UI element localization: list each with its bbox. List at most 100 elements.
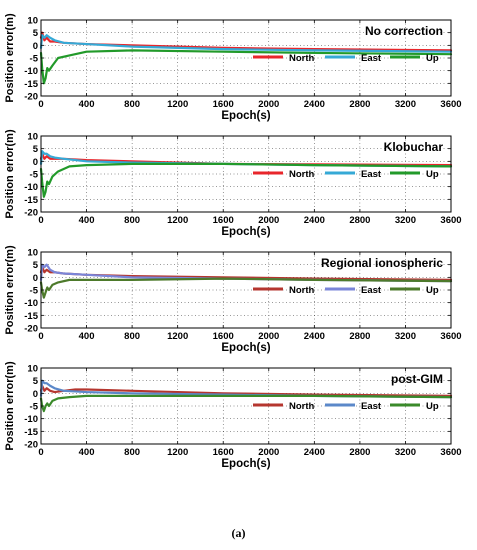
legend-label-north: North [289,169,315,180]
y-tick-label: 5 [33,28,39,39]
x-tick-label: 3600 [440,331,461,342]
y-axis-label: Position error(m) [4,361,16,451]
x-tick-label: 1600 [213,331,234,342]
panel-title: Klobuchar [384,140,444,154]
y-tick-label: -10 [24,66,38,77]
x-tick-label: 2400 [304,99,325,110]
legend-label-north: North [289,53,315,64]
x-tick-label: 3600 [440,99,461,110]
y-tick-label: -15 [24,311,38,322]
x-tick-label: 800 [124,99,140,110]
plot-frame [40,367,452,445]
y-tick-label: -20 [24,440,38,451]
y-tick-label: 10 [27,248,38,259]
legend-label-east: East [361,401,382,412]
legend: North East Up [253,285,439,296]
x-axis-label: Epoch(s) [221,342,270,354]
x-tick-label: 1600 [213,215,234,226]
x-tick-label: 2800 [349,215,370,226]
y-tick-label: 0 [33,157,38,168]
series-line-up [39,277,453,299]
x-tick-label: 1200 [167,215,188,226]
legend: North East Up [253,169,439,180]
x-axis-label: Epoch(s) [221,110,270,122]
legend-label-up: Up [426,401,439,412]
x-tick-label: 800 [124,331,140,342]
x-tick-label: 2000 [258,447,279,458]
y-tick-label: -5 [30,402,39,413]
y-tick-label: -20 [24,208,38,219]
legend: North East Up [253,401,439,412]
x-tick-label: 0 [38,331,43,342]
x-tick-label: 3600 [440,215,461,226]
legend-label-east: East [361,169,382,180]
x-tick-label: 2400 [304,331,325,342]
figure-caption: (a) [231,526,246,540]
legend-label-north: North [289,285,315,296]
series-line-up [39,162,453,198]
legend-label-north: North [289,401,315,412]
legend: North East Up [253,53,439,64]
x-tick-label: 400 [79,215,95,226]
y-tick-label: 10 [27,364,38,375]
legend-label-up: Up [426,169,439,180]
x-tick-label: 1200 [167,99,188,110]
x-tick-label: 1200 [167,331,188,342]
series-line-up [39,394,453,413]
x-tick-label: 3200 [395,447,416,458]
y-tick-label: -10 [24,298,38,309]
y-tick-label: 0 [33,389,38,400]
y-axis-label: Position error(m) [4,13,16,103]
y-tick-label: 5 [33,260,39,271]
x-tick-label: 3600 [440,447,461,458]
y-tick-label: -5 [30,286,39,297]
x-tick-label: 3200 [395,99,416,110]
x-tick-label: 800 [124,447,140,458]
x-tick-label: 1600 [213,99,234,110]
series-line-up [39,49,453,85]
x-tick-label: 0 [38,447,43,458]
x-tick-label: 2800 [349,331,370,342]
x-tick-label: 2800 [349,99,370,110]
x-tick-label: 2400 [304,447,325,458]
y-tick-label: -20 [24,324,38,335]
series-line-east [39,34,453,53]
y-tick-label: 5 [33,144,39,155]
x-tick-label: 1600 [213,447,234,458]
y-tick-label: -5 [30,54,39,65]
x-axis-label: Epoch(s) [221,458,270,470]
legend-label-east: East [361,53,382,64]
x-axis-label: Epoch(s) [221,226,270,238]
y-tick-label: 5 [33,376,39,387]
x-tick-label: 0 [38,215,43,226]
x-tick-label: 400 [79,447,95,458]
legend-label-up: Up [426,53,439,64]
y-tick-label: 0 [33,41,38,52]
y-tick-label: -20 [24,92,38,103]
panel-title: Regional ionospheric [321,256,443,270]
y-axis-label: Position error(m) [4,129,16,219]
y-tick-label: -10 [24,414,38,425]
legend-label-east: East [361,285,382,296]
y-axis-label: Position error(m) [4,245,16,335]
y-tick-label: -15 [24,427,38,438]
x-tick-label: 2000 [258,215,279,226]
x-tick-label: 2800 [349,447,370,458]
panel-title: post-GIM [391,372,443,386]
legend-label-up: Up [426,285,439,296]
x-tick-label: 3200 [395,215,416,226]
x-tick-label: 1200 [167,447,188,458]
x-tick-label: 2000 [258,331,279,342]
x-tick-label: 3200 [395,331,416,342]
x-tick-label: 800 [124,215,140,226]
y-tick-label: 10 [27,132,38,143]
x-tick-label: 0 [38,99,43,110]
y-tick-label: -10 [24,182,38,193]
y-tick-label: -5 [30,170,39,181]
y-tick-label: 0 [33,273,38,284]
